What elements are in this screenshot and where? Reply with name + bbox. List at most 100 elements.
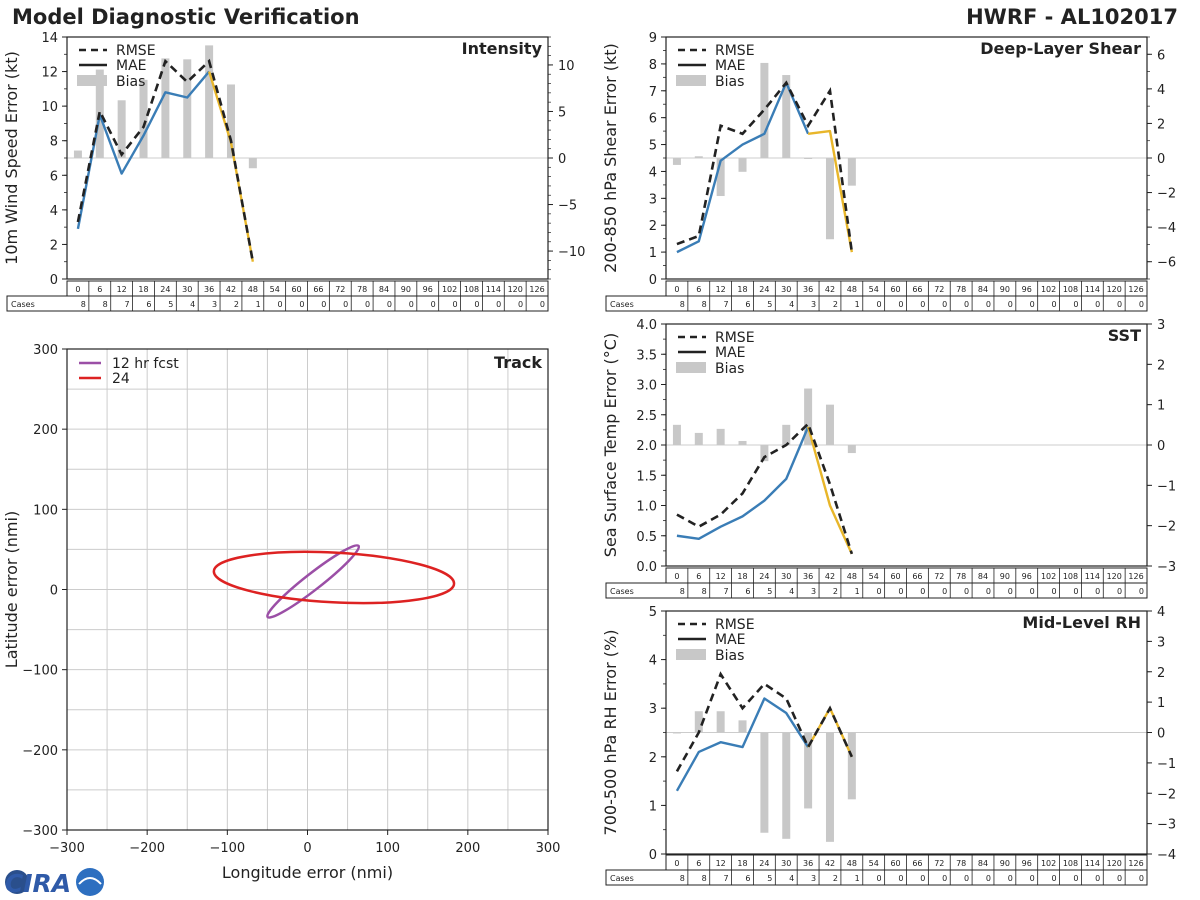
hour-label: 36 — [803, 285, 813, 294]
case-count: 0 — [1095, 874, 1100, 883]
hour-label: 54 — [869, 572, 879, 581]
hour-label: 126 — [1128, 572, 1143, 581]
bias-bar — [73, 150, 82, 158]
x-tick-label: −300 — [49, 841, 85, 856]
y-tick-label: 3.5 — [636, 348, 657, 363]
bias-bar — [672, 158, 681, 165]
legend-bias-swatch — [77, 75, 107, 86]
bias-bar — [161, 58, 170, 158]
hour-label: 18 — [138, 285, 148, 294]
bias-tick-label: −4 — [1157, 848, 1176, 863]
case-count: 2 — [833, 587, 838, 596]
y-tick-label: 100 — [33, 503, 58, 518]
panel-sst: 0.00.51.01.52.02.53.03.54.0−3−2−10123Sea… — [601, 318, 1176, 599]
y-tick-label: 8 — [50, 135, 58, 150]
bias-tick-label: −3 — [1157, 560, 1176, 575]
hour-label: 102 — [1041, 285, 1056, 294]
case-count: 0 — [1095, 300, 1100, 309]
hour-label: 18 — [737, 285, 747, 294]
case-count: 3 — [212, 300, 217, 309]
logo-emblem — [76, 868, 104, 896]
bias-tick-label: −4 — [1157, 221, 1176, 236]
hour-label: 90 — [1000, 572, 1010, 581]
y-tick-label: −100 — [22, 664, 58, 679]
case-count: 1 — [855, 874, 860, 883]
case-count: 5 — [168, 300, 173, 309]
case-count: 0 — [1008, 874, 1013, 883]
bias-bar — [804, 732, 813, 809]
y-tick-label: 3 — [649, 702, 657, 717]
case-count: 7 — [723, 587, 728, 596]
case-count: 4 — [789, 874, 794, 883]
legend-mae-label: MAE — [715, 632, 746, 648]
bias-tick-label: 1 — [1157, 399, 1165, 414]
hour-label: 6 — [696, 285, 701, 294]
hour-label: 42 — [825, 285, 835, 294]
bias-bar — [825, 404, 834, 445]
hour-label: 6 — [97, 285, 102, 294]
mae-line-late — [807, 129, 854, 253]
bias-tick-label: 0 — [1157, 727, 1165, 742]
y-tick-label: 1 — [649, 799, 657, 814]
case-count: 0 — [299, 300, 304, 309]
bias-bar — [226, 84, 235, 158]
rmse-line — [675, 671, 854, 773]
logo-globe — [5, 870, 29, 894]
case-count: 8 — [702, 874, 707, 883]
cira-logo: CIRA — [5, 868, 104, 898]
case-count: 0 — [1051, 300, 1056, 309]
panel-title: Intensity — [462, 39, 543, 58]
bias-bar — [694, 432, 703, 445]
y-tick-label: 0 — [649, 848, 657, 863]
bias-tick-label: −2 — [1157, 520, 1176, 535]
case-count: 6 — [745, 874, 750, 883]
hour-label: 108 — [1063, 572, 1078, 581]
bias-tick-label: 0 — [1157, 152, 1165, 167]
hour-label: 96 — [1022, 285, 1032, 294]
bias-tick-label: 0 — [558, 152, 566, 167]
bias-tick-label: −2 — [1157, 187, 1176, 202]
bias-bar — [694, 711, 703, 733]
case-count: 0 — [1139, 874, 1144, 883]
case-count: 2 — [833, 300, 838, 309]
bias-bar — [847, 158, 856, 186]
case-count: 0 — [920, 587, 925, 596]
mae-line — [675, 697, 810, 792]
hour-label: 12 — [716, 572, 726, 581]
legend-mae-label: MAE — [116, 58, 147, 74]
case-count: 8 — [680, 300, 685, 309]
legend-bias-label: Bias — [715, 74, 744, 90]
hour-label: 114 — [1085, 285, 1100, 294]
bias-tick-label: 0 — [1157, 439, 1165, 454]
case-count: 0 — [518, 300, 523, 309]
case-count: 0 — [1073, 587, 1078, 596]
hour-label: 90 — [1000, 285, 1010, 294]
case-count: 0 — [1095, 587, 1100, 596]
bias-tick-label: 2 — [1157, 358, 1165, 373]
case-count: 1 — [855, 300, 860, 309]
y-tick-label: 2 — [649, 751, 657, 766]
y-tick-label: 1 — [649, 246, 657, 261]
hour-label: 60 — [890, 859, 900, 868]
case-count: 0 — [877, 587, 882, 596]
bias-bar — [804, 158, 813, 159]
bias-bar — [716, 158, 725, 197]
rmse-line — [76, 58, 255, 262]
logo-text: CIRA — [5, 869, 71, 898]
y-tick-label: −300 — [22, 824, 58, 839]
hour-label: 30 — [781, 859, 791, 868]
case-count: 4 — [190, 300, 195, 309]
hour-label: 72 — [934, 859, 944, 868]
case-count: 0 — [1030, 587, 1035, 596]
hour-label: 24 — [759, 285, 769, 294]
page-title: Model Diagnostic Verification — [12, 5, 360, 29]
y-tick-label: 4.0 — [636, 318, 657, 333]
hour-label: 72 — [934, 285, 944, 294]
case-count: 0 — [877, 300, 882, 309]
hour-label: 84 — [978, 572, 988, 581]
case-count: 0 — [1051, 587, 1056, 596]
y-tick-label: 0.0 — [636, 560, 657, 575]
hour-label: 120 — [1107, 572, 1122, 581]
